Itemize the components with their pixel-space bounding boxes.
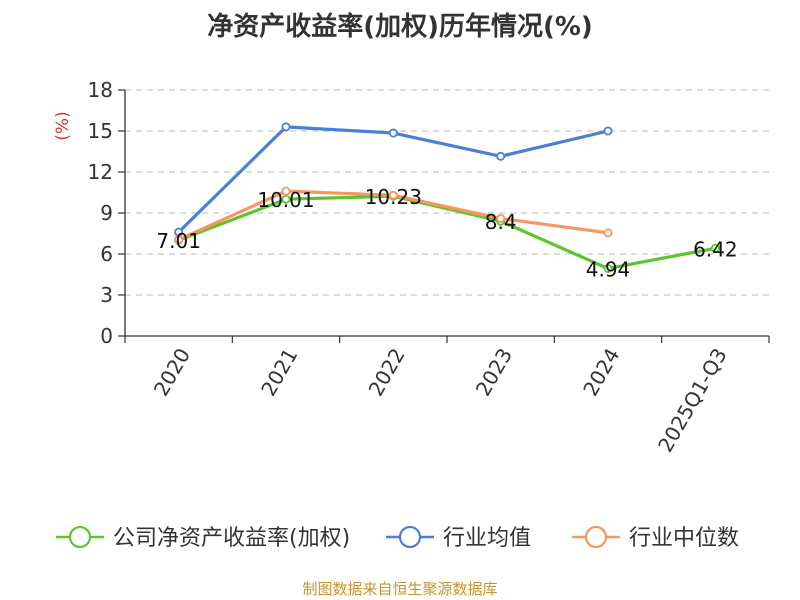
series-line [178,194,716,271]
data-source-note: 制图数据来自恒生聚源数据库 [302,580,498,598]
y-tick-label: 6 [100,242,113,266]
data-label: 6.42 [693,237,738,261]
data-point [603,126,613,136]
y-tick-label: 18 [88,78,113,102]
x-tick-label: 2024 [578,344,624,400]
data-point [388,190,398,200]
data-label: 7.01 [156,229,201,253]
legend-label: 行业均值 [443,526,531,551]
grid-lines [125,89,769,296]
x-tick-label: 2023 [471,344,517,400]
data-point [496,151,506,161]
x-tick-label: 2020 [149,344,195,400]
data-point [281,186,291,196]
data-point [496,213,506,223]
legend-item[interactable]: 行业中位数 [572,525,739,551]
data-point [710,243,720,253]
y-tick-label: 15 [88,119,113,143]
data-label: 8.4 [485,210,517,234]
axes [118,89,770,343]
data-point [603,228,613,238]
y-tick-label: 3 [100,283,113,307]
data-labels: 7.01 10.01 10.23 8.4 4.94 6.42 [156,185,737,281]
legend-marker [68,525,92,549]
y-axis-ticks: 0 3 6 9 12 15 18 [88,78,113,348]
y-tick-label: 12 [88,160,113,184]
data-label: 4.94 [586,257,631,281]
legend-label: 行业中位数 [629,526,739,551]
legend-marker [584,525,608,549]
series-group [174,122,720,273]
data-label: 10.01 [257,188,314,212]
legend-marker [398,525,422,549]
legend-label: 公司净资产收益率(加权) [113,526,350,551]
legend[interactable]: 公司净资产收益率(加权) 行业均值 行业中位数 [56,525,739,551]
data-label: 10.23 [365,185,422,209]
legend-item[interactable]: 行业均值 [386,525,531,551]
data-point [281,122,291,132]
data-point [603,263,613,273]
chart-title: 净资产收益率(加权)历年情况(%) [207,12,593,42]
x-tick-label: 2022 [363,344,409,400]
y-tick-label: 0 [100,324,113,348]
y-axis-label: (%) [53,111,73,140]
y-tick-label: 9 [100,201,113,225]
legend-item[interactable]: 公司净资产收益率(加权) [56,525,350,551]
data-point [388,128,398,138]
x-tick-label: 2025Q1-Q3 [653,344,732,456]
x-axis-ticks: 2020 2021 2022 2023 2024 2025Q1-Q3 [149,344,732,456]
x-tick-label: 2021 [256,344,302,400]
data-point [174,235,184,245]
